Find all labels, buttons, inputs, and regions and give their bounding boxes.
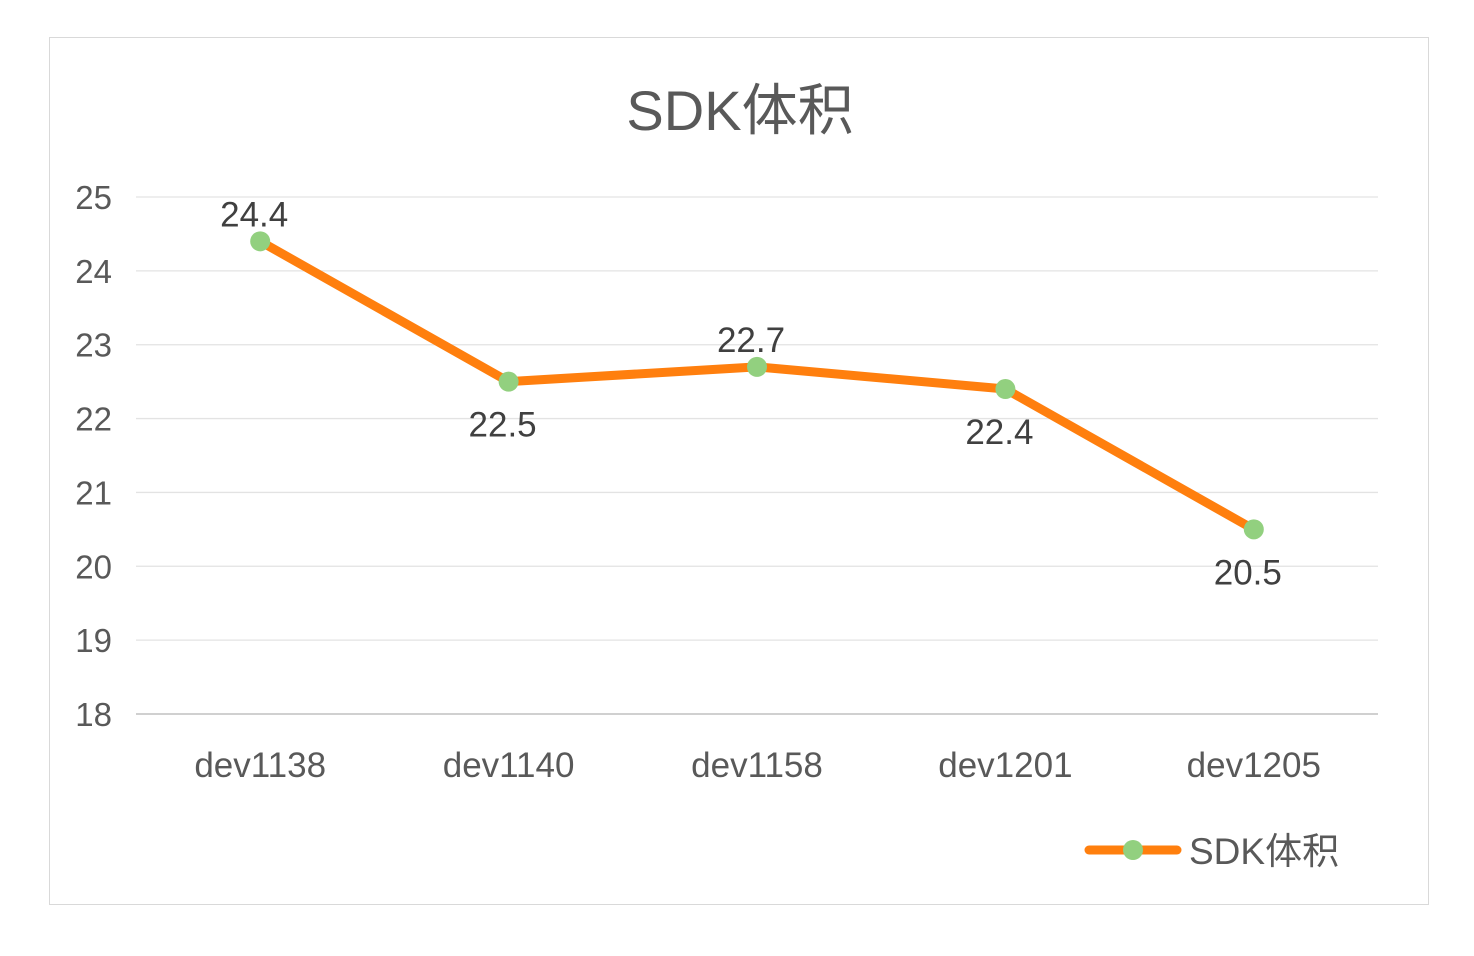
y-tick-label: 22 xyxy=(75,401,112,438)
data-point xyxy=(250,231,271,252)
legend-label: SDK体积 xyxy=(1189,831,1339,872)
x-tick-label: dev1201 xyxy=(938,746,1072,785)
data-point xyxy=(1243,519,1264,540)
series-layer xyxy=(250,231,1264,540)
data-label: 22.5 xyxy=(469,406,537,445)
data-point xyxy=(747,356,767,377)
x-axis-categories: dev1138 dev1140 dev1158 dev1201 dev1205 xyxy=(194,746,1321,785)
y-tick-label: 25 xyxy=(75,179,112,216)
data-label: 20.5 xyxy=(1214,553,1282,592)
chart-frame xyxy=(49,37,1429,905)
y-tick-label: 21 xyxy=(75,474,112,511)
y-tick-label: 23 xyxy=(75,327,112,364)
series-line xyxy=(255,236,1259,534)
x-tick-label: dev1158 xyxy=(691,746,823,785)
x-tick-label: dev1140 xyxy=(443,746,575,785)
chart-title: SDK体积 xyxy=(626,79,853,142)
data-label: 22.4 xyxy=(965,413,1033,452)
data-label: 22.7 xyxy=(717,321,785,360)
data-point xyxy=(995,379,1016,400)
x-tick-label: dev1138 xyxy=(194,746,326,785)
gridlines xyxy=(136,196,1378,715)
data-point xyxy=(498,371,519,392)
data-labels: 24.4 22.5 22.7 22.4 20.5 xyxy=(220,195,1282,592)
y-tick-label: 20 xyxy=(75,548,112,585)
y-axis-ticks: 18 19 20 21 22 23 24 25 xyxy=(75,179,112,733)
legend: SDK体积 xyxy=(1084,831,1339,872)
legend-marker-swatch xyxy=(1123,840,1143,860)
x-tick-label: dev1205 xyxy=(1187,746,1321,785)
data-label: 24.4 xyxy=(220,195,288,234)
y-tick-label: 19 xyxy=(75,622,112,659)
y-tick-label: 24 xyxy=(75,253,112,290)
y-tick-label: 18 xyxy=(75,696,112,733)
